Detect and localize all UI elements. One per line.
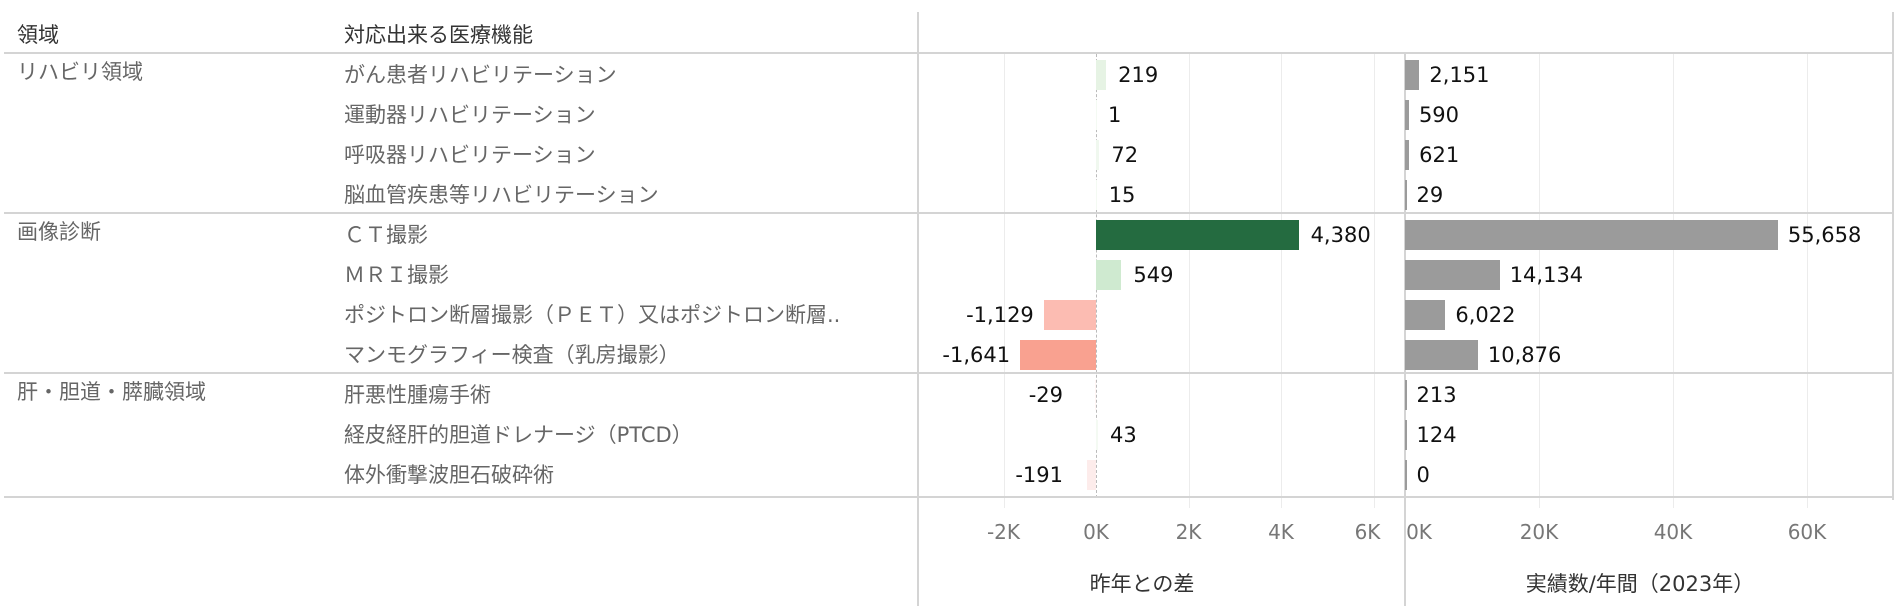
actual-bar[interactable] — [1405, 340, 1478, 370]
actual-value-label: 14,134 — [1509, 263, 1584, 287]
tick-label-diff: -2K — [986, 520, 1021, 544]
function-label: マンモグラフィー検査（乳房撮影） — [344, 343, 680, 367]
diff-value-label: -1,129 — [966, 303, 1034, 327]
actual-bar[interactable] — [1405, 60, 1420, 90]
function-label: 運動器リハビリテーション — [344, 103, 596, 127]
function-label: ポジトロン断層撮影（ＰＥＴ）又はポジトロン断層.. — [344, 303, 841, 327]
diff-bar[interactable] — [1096, 60, 1107, 90]
diff-value-label: -1,641 — [942, 343, 1011, 367]
gridline-actual — [1673, 54, 1674, 508]
actual-value-label: 29 — [1416, 183, 1444, 207]
axis-title-diff: 昨年との差 — [1089, 572, 1195, 596]
tick-label-actual: 20K — [1519, 520, 1559, 544]
gridline-diff — [1003, 54, 1005, 508]
diff-value-label: 1 — [1108, 103, 1122, 127]
diff-bar[interactable] — [1096, 220, 1299, 250]
header-area: 領域 — [17, 23, 59, 47]
actual-value-label: 6,022 — [1455, 303, 1516, 327]
function-label: 脳血管疾患等リハビリテーション — [344, 183, 659, 207]
diff-bar[interactable] — [1043, 300, 1096, 330]
right-edge — [1892, 12, 1894, 500]
diff-bar[interactable] — [1096, 180, 1097, 210]
gridline-actual — [1807, 54, 1808, 508]
actual-value-label: 55,658 — [1787, 223, 1862, 247]
tick-label-actual: 40K — [1653, 520, 1693, 544]
actual-bar[interactable] — [1405, 180, 1407, 210]
group-label: 画像診断 — [17, 220, 101, 244]
group-divider — [4, 372, 1894, 374]
actual-value-label: 124 — [1416, 423, 1457, 447]
function-label: ＭＲＩ撮影 — [344, 263, 449, 287]
actual-bar[interactable] — [1405, 300, 1446, 330]
function-label: 肝悪性腫瘍手術 — [344, 383, 491, 407]
header-rule — [4, 52, 1894, 54]
header-function: 対応出来る医療機能 — [344, 23, 533, 47]
tick-label-diff: 2K — [1175, 520, 1202, 544]
diff-bar[interactable] — [1096, 420, 1098, 450]
tick-label-diff: 0K — [1083, 520, 1109, 544]
function-label: がん患者リハビリテーション — [344, 63, 617, 87]
diff-bar[interactable] — [1096, 100, 1097, 130]
actual-value-label: 621 — [1419, 143, 1460, 167]
diff-value-label: 43 — [1109, 423, 1137, 447]
gridline-diff — [1281, 54, 1282, 508]
gridline-diff — [1373, 54, 1375, 508]
function-label: 体外衝撃波胆石破砕術 — [344, 463, 554, 487]
actual-bar[interactable] — [1405, 380, 1407, 410]
actual-bar[interactable] — [1405, 100, 1409, 130]
diff-value-label: 549 — [1133, 263, 1174, 287]
tick-label-actual: 0K — [1406, 520, 1432, 544]
diff-bar[interactable] — [1096, 260, 1122, 290]
actual-value-label: 10,876 — [1487, 343, 1562, 367]
diff-value-label: 4,380 — [1310, 223, 1371, 247]
tick-label-diff: 6K — [1354, 520, 1381, 544]
diff-bar[interactable] — [1087, 460, 1096, 490]
tick-label-diff: 4K — [1268, 520, 1294, 544]
diff-value-label: 219 — [1118, 63, 1159, 87]
group-divider — [4, 212, 1894, 214]
function-label: ＣＴ撮影 — [344, 223, 428, 247]
diff-value-label: -191 — [1015, 463, 1063, 487]
left-panel-divider — [917, 12, 919, 606]
actual-value-label: 2,151 — [1429, 63, 1490, 87]
function-label: 経皮経肝的胆道ドレナージ（PTCD） — [344, 423, 693, 447]
diff-bar[interactable] — [1094, 380, 1096, 410]
diff-bar[interactable] — [1020, 340, 1096, 370]
actual-bar[interactable] — [1405, 420, 1407, 450]
actual-bar[interactable] — [1405, 140, 1410, 170]
actual-value-label: 590 — [1418, 103, 1460, 127]
group-label: 肝・胆道・膵臓領域 — [17, 380, 206, 404]
bottom-rule — [4, 496, 1894, 498]
group-label: リハビリ領域 — [17, 60, 143, 84]
diff-value-label: 72 — [1111, 143, 1139, 167]
actual-value-label: 213 — [1416, 383, 1457, 407]
actual-bar[interactable] — [1405, 460, 1407, 490]
axis-title-actual: 実績数/年間（2023年） — [1525, 572, 1755, 596]
actual-bar[interactable] — [1405, 220, 1778, 250]
diff-bar[interactable] — [1096, 140, 1100, 170]
tick-label-actual: 60K — [1787, 520, 1827, 544]
diff-value-label: -29 — [1028, 383, 1063, 407]
actual-bar[interactable] — [1405, 260, 1500, 290]
gridline-diff — [1188, 54, 1190, 508]
function-label: 呼吸器リハビリテーション — [344, 143, 596, 167]
diff-value-label: 15 — [1108, 183, 1136, 207]
gridline-actual — [1539, 54, 1540, 508]
actual-value-label: 0 — [1416, 463, 1430, 487]
